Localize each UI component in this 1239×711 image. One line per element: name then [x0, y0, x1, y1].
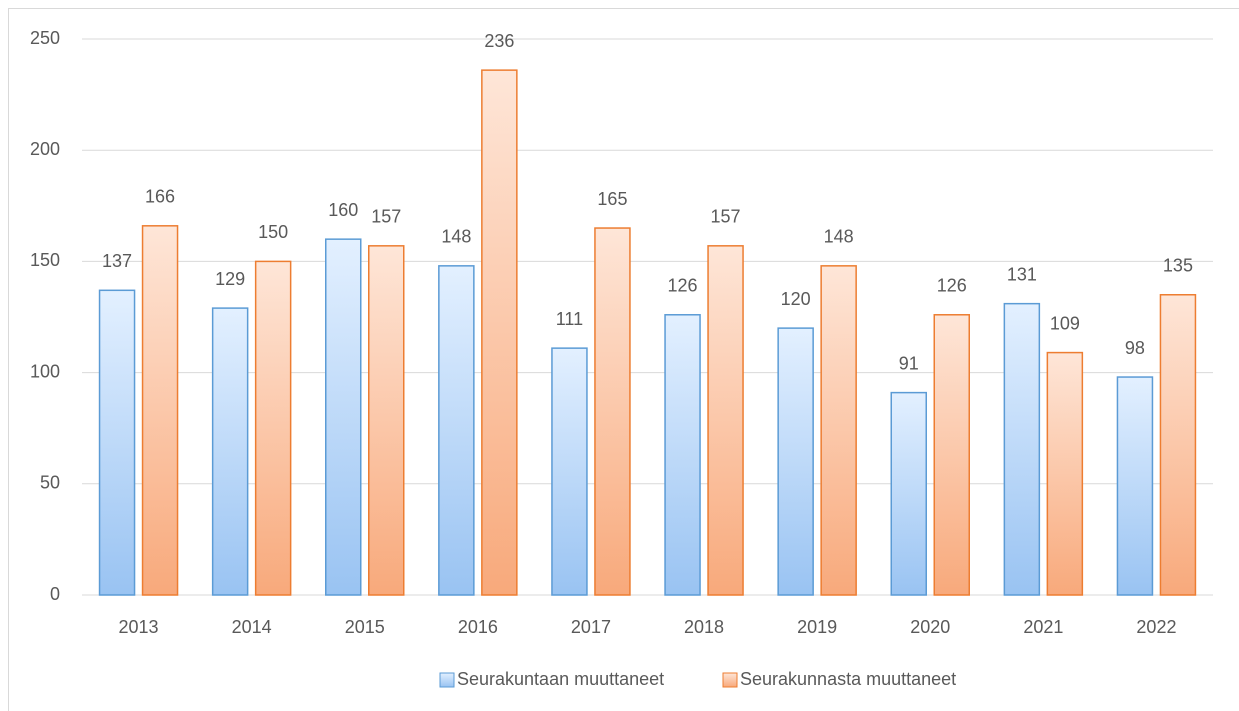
data-label: 135: [1163, 256, 1193, 276]
y-tick-label: 250: [30, 28, 60, 48]
data-label: 91: [899, 353, 919, 373]
x-tick-label: 2020: [910, 617, 950, 637]
y-tick-label: 100: [30, 361, 60, 381]
bar: [551, 347, 588, 596]
data-label: 98: [1125, 338, 1145, 358]
bar: [594, 227, 631, 596]
x-tick-label: 2018: [684, 617, 724, 637]
x-tick-label: 2016: [458, 617, 498, 637]
bar: [1003, 302, 1041, 596]
bar: [933, 314, 970, 596]
bar: [707, 245, 744, 596]
data-label: 126: [937, 276, 967, 296]
x-tick-label: 2015: [345, 617, 385, 637]
data-label: 166: [145, 187, 175, 207]
data-label: 157: [711, 207, 741, 227]
data-label: 137: [102, 251, 132, 271]
bar: [141, 225, 179, 596]
y-tick-label: 150: [30, 250, 60, 270]
bar: [481, 69, 518, 596]
data-label: 236: [484, 31, 514, 51]
bar: [368, 245, 405, 596]
data-label: 150: [258, 222, 288, 242]
x-tick-label: 2013: [119, 617, 159, 637]
y-tick-label: 50: [40, 473, 60, 493]
data-label: 126: [668, 276, 698, 296]
bar: [890, 391, 927, 596]
chart-border: [8, 8, 1239, 711]
bar: [438, 265, 475, 596]
legend-swatch: [439, 672, 455, 688]
bar: [325, 238, 362, 596]
bar: [664, 314, 701, 596]
x-tick-label: 2019: [797, 617, 837, 637]
x-tick-label: 2022: [1136, 617, 1176, 637]
data-label: 111: [556, 309, 583, 329]
bar: [820, 265, 857, 596]
data-label: 160: [328, 200, 358, 220]
y-tick-label: 200: [30, 139, 60, 159]
data-label: 129: [215, 269, 245, 289]
x-tick-label: 2021: [1023, 617, 1063, 637]
bar: [1116, 376, 1154, 596]
y-tick-label: 0: [50, 584, 60, 604]
bar: [98, 289, 136, 596]
x-tick-label: 2017: [571, 617, 611, 637]
bar: [211, 307, 249, 596]
data-label: 165: [597, 189, 627, 209]
data-label: 131: [1007, 264, 1037, 284]
legend-label: Seurakunnasta muuttaneet: [740, 669, 956, 689]
bar: [254, 260, 292, 596]
legend-swatch: [722, 672, 738, 688]
x-tick-label: 2014: [232, 617, 272, 637]
data-label: 120: [781, 289, 811, 309]
legend-label: Seurakuntaan muuttaneet: [457, 669, 664, 689]
data-label: 157: [371, 207, 401, 227]
bar: [777, 327, 814, 596]
data-label: 109: [1050, 313, 1080, 333]
data-label: 148: [824, 227, 854, 247]
bar: [1159, 294, 1197, 596]
data-label: 148: [441, 227, 471, 247]
bar: [1046, 351, 1084, 596]
